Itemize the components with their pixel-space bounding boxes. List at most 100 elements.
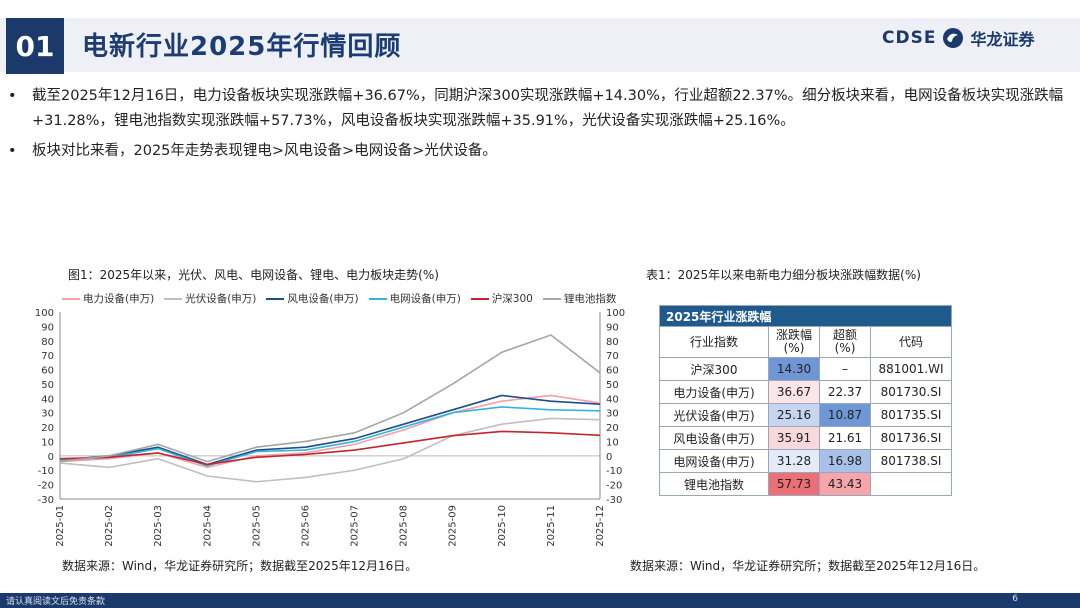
y-tick-label-left: 100 <box>35 308 54 319</box>
legend-label: 电力设备(申万) <box>83 293 155 305</box>
legend-item: 光伏设备(申万) <box>164 291 256 306</box>
figure-title: 图1：2025年以来，光伏、风电、电网设备、锂电、电力板块走势(%) <box>68 268 439 282</box>
logo-text-en: CDSE <box>882 28 937 48</box>
cell-code: 801730.SI <box>870 380 952 404</box>
y-tick-label-left: 0 <box>48 452 54 463</box>
y-tick-label-right: 20 <box>606 423 619 434</box>
line-chart: -30-20-100102030405060708090100-30-20-10… <box>35 308 625 547</box>
y-tick-label-left: 80 <box>41 337 54 348</box>
dragon-logo-icon <box>943 28 964 48</box>
series-line <box>59 430 601 466</box>
legend-swatch <box>542 297 561 300</box>
legend-label: 风电设备(申万) <box>287 293 359 305</box>
section-number: 01 <box>6 18 64 74</box>
y-tick-label-right: 100 <box>606 308 625 319</box>
table-row: 锂电池指数 57.73 43.43 <box>659 472 952 496</box>
series-line <box>59 334 601 463</box>
table-row: 光伏设备(申万) 25.16 10.87 801735.SI <box>659 403 952 427</box>
y-tick-label-left: 90 <box>41 322 54 333</box>
y-tick-label-right: 50 <box>606 380 619 391</box>
y-tick-label-right: 30 <box>606 409 619 420</box>
cell-excess: 22.37 <box>819 380 871 404</box>
legend-label: 光伏设备(申万) <box>185 293 257 305</box>
x-tick-label: 2025-01 <box>55 505 66 547</box>
logo: CDSE 华龙证券 <box>882 26 1034 50</box>
footer: 请认真阅读文后免责条款 6 <box>0 593 1080 608</box>
x-tick-label: 2025-05 <box>251 505 262 547</box>
cell-index-name: 电网设备(申万) <box>659 449 769 473</box>
y-tick-label-left: -20 <box>38 481 54 492</box>
y-tick-label-left: -10 <box>38 466 54 477</box>
series-line <box>59 394 601 466</box>
cell-change: 35.91 <box>768 426 820 450</box>
col-header: 超额(%) <box>819 326 871 358</box>
disclaimer-text: 请认真阅读文后免责条款 <box>6 597 106 607</box>
series-line <box>59 417 601 483</box>
table-header-label: 2025年行业涨跌幅 <box>659 305 952 327</box>
header-band <box>0 18 1080 72</box>
cell-excess: 16.98 <box>819 449 871 473</box>
y-tick-label-right: 60 <box>606 366 619 377</box>
x-tick-label: 2025-03 <box>153 505 164 547</box>
legend-label: 锂电池指数 <box>563 293 617 305</box>
x-tick-label: 2025-08 <box>399 505 410 547</box>
cell-index-name: 光伏设备(申万) <box>659 403 769 427</box>
legend-swatch <box>62 297 80 300</box>
table-row: 沪深300 14.30–881001.WI <box>659 357 952 381</box>
cell-code: 801736.SI <box>870 426 952 450</box>
table-row: 风电设备(申万) 35.91 21.61 801736.SI <box>659 426 952 450</box>
bullet-item: • 截至2025年12月16日，电力设备板块实现涨跌幅+36.67%，同期沪深3… <box>0 84 1070 134</box>
x-tick-label: 2025-10 <box>497 505 508 547</box>
legend-item: 风电设备(申万) <box>266 291 359 306</box>
cell-change: 25.16 <box>768 403 820 427</box>
table-title: 表1：2025年以来电新电力细分板块涨跌幅数据(%) <box>646 268 921 282</box>
legend-swatch <box>470 297 489 300</box>
table-row: 电网设备(申万) 31.28 16.98 801738.SI <box>659 449 952 473</box>
y-tick-label-right: 90 <box>606 322 619 333</box>
y-tick-label-left: 10 <box>41 437 54 448</box>
cell-change: 31.28 <box>768 449 820 473</box>
y-tick-label-left: 60 <box>41 366 54 377</box>
table-source: 数据来源：Wind，华龙证券研究所；数据截至2025年12月16日。 <box>630 559 986 573</box>
y-tick-label-left: 20 <box>41 423 54 434</box>
cell-change: 36.67 <box>768 380 820 404</box>
data-table: 2025年行业涨跌幅 行业指数 涨跌幅(%) 超额(%) 代码 沪深300 14.… <box>659 305 952 496</box>
page-title: 电新行业2025年行情回顾 <box>82 32 402 62</box>
chart-legend: 电力设备(申万) 光伏设备(申万) 风电设备(申万) 电网设备(申万) 沪深300 锂电池… <box>62 291 616 306</box>
cell-code: 801735.SI <box>870 403 952 427</box>
y-tick-label-right: 70 <box>606 351 619 362</box>
cell-change: 57.73 <box>768 472 820 496</box>
y-tick-label-right: 10 <box>606 437 619 448</box>
x-tick-label: 2025-04 <box>202 505 213 547</box>
legend-swatch <box>368 297 387 300</box>
cell-change: 14.30 <box>768 357 820 381</box>
y-tick-label-right: 80 <box>606 337 619 348</box>
y-tick-label-right: -20 <box>606 481 622 492</box>
figure-source: 数据来源：Wind，华龙证券研究所；数据截至2025年12月16日。 <box>62 559 418 573</box>
x-tick-label: 2025-11 <box>546 505 557 547</box>
col-header: 行业指数 <box>659 326 769 358</box>
bullet-dot: • <box>8 88 17 104</box>
table-row: 电力设备(申万) 36.67 22.37 801730.SI <box>659 380 952 404</box>
cell-excess: 10.87 <box>819 403 871 427</box>
x-tick-label: 2025-06 <box>300 505 311 547</box>
y-tick-label-right: -10 <box>606 466 622 477</box>
page-number: 6 <box>1012 594 1018 604</box>
cell-excess: 21.61 <box>819 426 871 450</box>
bullet-item: • 板块对比来看，2025年走势表现锂电>风电设备>电网设备>光伏设备。 <box>0 139 1070 164</box>
legend-item: 电力设备(申万) <box>62 291 154 306</box>
y-tick-label-left: 70 <box>41 351 54 362</box>
legend-item: 沪深300 <box>470 291 533 306</box>
legend-swatch <box>164 297 183 300</box>
legend-item: 锂电池指数 <box>542 291 617 306</box>
y-tick-label-right: 40 <box>606 394 619 405</box>
series-line <box>59 406 601 467</box>
x-tick-label: 2025-02 <box>104 505 115 547</box>
cell-index-name: 沪深300 <box>659 357 769 381</box>
cell-index-name: 电力设备(申万) <box>659 380 769 404</box>
col-header: 涨跌幅(%) <box>768 326 820 358</box>
cell-index-name: 锂电池指数 <box>659 472 769 496</box>
cell-excess: – <box>819 357 871 381</box>
y-tick-label-left: 30 <box>41 409 54 420</box>
logo-text-cn: 华龙证券 <box>970 30 1035 49</box>
